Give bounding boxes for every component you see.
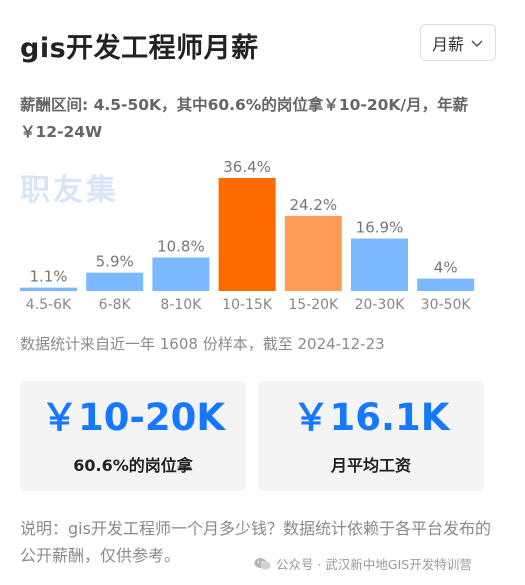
chart-bar-30-50K	[417, 278, 475, 291]
chart-bar-20-30K	[351, 238, 408, 291]
stat-card-average: ￥16.1K 月平均工资	[258, 381, 484, 491]
chart-value-label: 10.8%	[157, 237, 205, 255]
chart-bar-4.5-6K	[20, 287, 77, 291]
chart-bar-10-15K	[218, 178, 276, 291]
chart-value-label: 1.1%	[29, 268, 67, 286]
stat-card-range-value: ￥10-20K	[40, 396, 225, 439]
stat-card-average-caption: 月平均工资	[330, 456, 411, 475]
salary-distribution-chart: 1.1% 4.5-6K 5.9% 6-8K 10.8% 8-10K 36.4% 10-15K 2…	[20, 158, 475, 313]
chart-category-label: 20-30K	[355, 297, 406, 313]
chart-value-label: 36.4%	[223, 158, 271, 176]
wechat-icon	[254, 557, 271, 570]
chart-category-label: 30-50K	[421, 297, 472, 313]
site-watermark-logo: 职友集	[20, 173, 119, 208]
chart-bar-6-8K	[86, 272, 144, 291]
chart-category-label: 4.5-6K	[26, 297, 72, 313]
period-select[interactable]: 月薪	[420, 24, 496, 61]
chart-category-label: 10-15K	[222, 297, 273, 313]
explanation-note: 说明：gis开发工程师一个月多少钱？数据统计依赖于各平台发布的公开薪酬，仅供参考…	[20, 519, 491, 565]
stat-card-range: ￥10-20K 60.6%的岗位拿	[20, 381, 246, 491]
chart-value-label: 4%	[434, 259, 458, 277]
stat-card-range-caption: 60.6%的岗位拿	[73, 456, 193, 475]
salary-range-summary: 薪酬区间: 4.5-50K，其中60.6%的岗位拿￥10-20K/月，年薪￥12…	[20, 96, 469, 141]
account-watermark-text: 公众号 · 武汉新中地GIS开发特训营	[276, 557, 472, 572]
chevron-down-icon	[471, 39, 483, 47]
page-title: gis开发工程师月薪	[20, 33, 259, 64]
chart-value-label: 24.2%	[289, 196, 337, 214]
chart-category-label: 6-8K	[99, 297, 132, 313]
chart-category-label: 15-20K	[288, 297, 339, 313]
account-watermark: 公众号 · 武汉新中地GIS开发特训营	[250, 552, 476, 575]
chart-value-label: 5.9%	[96, 253, 134, 271]
chart-bar-8-10K	[152, 257, 210, 291]
period-select-label: 月薪	[431, 34, 464, 54]
stat-card-average-value: ￥16.1K	[292, 396, 450, 439]
chart-value-label: 16.9%	[356, 219, 404, 237]
chart-category-label: 8-10K	[160, 297, 202, 313]
sample-note: 数据统计来自近一年 1608 份样本，截至 2024-12-23	[20, 335, 385, 353]
chart-bar-15-20K	[284, 215, 342, 291]
